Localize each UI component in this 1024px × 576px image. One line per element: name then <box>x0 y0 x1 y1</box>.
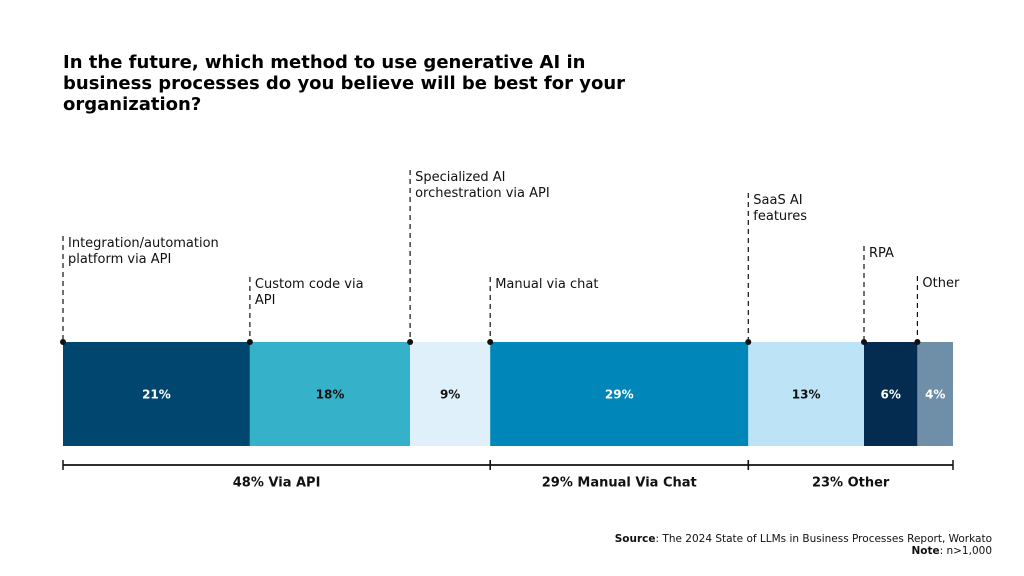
bar-segment <box>490 342 749 446</box>
group-label: 23% Other <box>812 476 890 491</box>
bar-segment <box>917 342 953 446</box>
group-label: 29% Manual Via Chat <box>542 476 697 491</box>
leader-dot <box>246 339 253 345</box>
category-label: Custom code via API <box>254 277 364 308</box>
source-text: : The 2024 State of LLMs in Business Pro… <box>655 533 992 545</box>
category-label: Specialized AI orchestration via API <box>415 170 550 201</box>
note: Note: n>1,000 <box>615 545 992 557</box>
category-label: Integration/automation platform via API <box>68 236 219 267</box>
value-label: 29% <box>605 388 634 402</box>
leader-dot <box>407 339 414 345</box>
note-label: Note <box>911 545 940 557</box>
bar-segment <box>410 342 491 446</box>
value-label: 18% <box>316 388 345 402</box>
category-label: Manual via chat <box>495 277 599 292</box>
leader-dot <box>914 339 921 345</box>
note-text: : n>1,000 <box>939 545 992 557</box>
leader-dot <box>861 339 867 345</box>
bar-segment <box>864 342 918 446</box>
category-label: RPA <box>869 246 894 261</box>
value-label: 4% <box>925 388 945 402</box>
leader-dot <box>745 339 752 345</box>
bar-segment <box>748 342 864 446</box>
source-label: Source <box>614 533 656 545</box>
source: Source: The 2024 State of LLMs in Busine… <box>615 533 992 545</box>
chart-title: In the future, which method to use gener… <box>63 52 626 115</box>
category-label: Other <box>922 276 960 291</box>
bar-segment <box>249 342 411 446</box>
bar-segment <box>63 342 250 446</box>
category-label: SaaS AI features <box>753 193 808 224</box>
value-label: 13% <box>792 388 821 402</box>
value-label: 21% <box>142 388 171 402</box>
leader-dot <box>60 339 66 345</box>
value-label: 6% <box>881 388 901 402</box>
group-label: 48% Via API <box>233 476 321 491</box>
value-label: 9% <box>440 388 460 402</box>
leader-dot <box>487 339 494 345</box>
footnote: Source: The 2024 State of LLMs in Busine… <box>615 533 992 557</box>
